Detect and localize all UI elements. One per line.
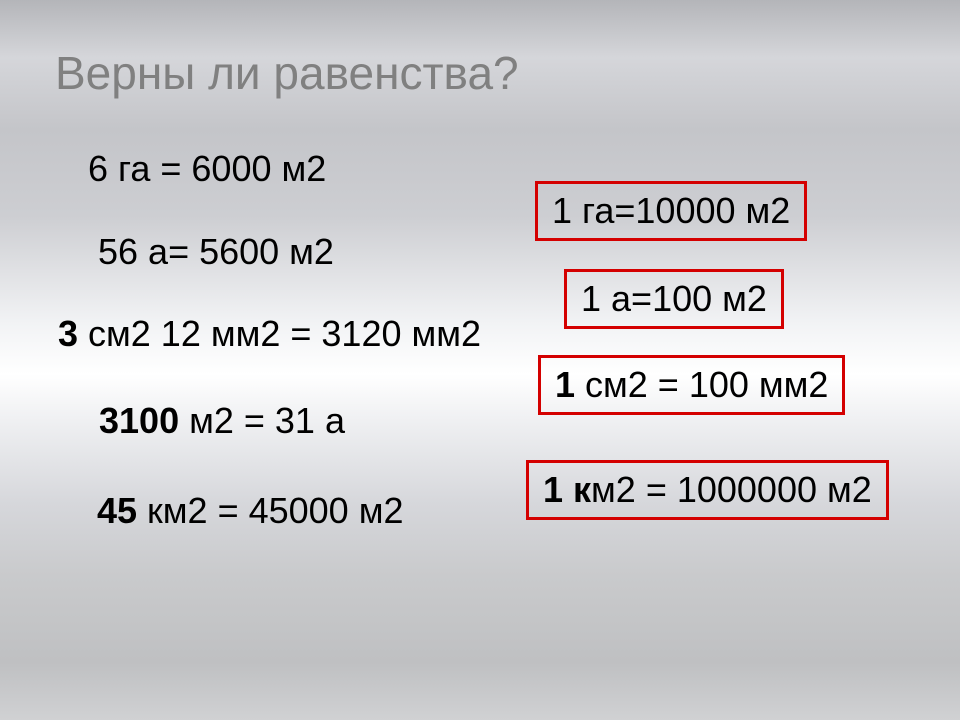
rule-box-1: 1 га=10000 м2 (535, 181, 807, 241)
equation-5-rest: км2 = 45000 м2 (147, 490, 403, 531)
rule-1-text: 1 га=10000 м2 (552, 190, 790, 231)
equation-2-text: 56 а= 5600 м2 (98, 231, 334, 272)
equation-3-lead: 3 (58, 313, 88, 354)
rule-box-3: 1 см2 = 100 мм2 (538, 355, 845, 415)
rule-box-4: 1 км2 = 1000000 м2 (526, 460, 889, 520)
rule-3-rest: см2 = 100 мм2 (585, 364, 828, 405)
equation-3: 3 см2 12 мм2 = 3120 мм2 (58, 313, 481, 355)
equation-2: 56 а= 5600 м2 (98, 231, 334, 273)
equation-4-rest: м2 = 31 а (189, 400, 345, 441)
rule-2-text: 1 а=100 м2 (581, 278, 767, 319)
slide: Верны ли равенства? 6 га = 6000 м2 56 а=… (0, 0, 960, 720)
equation-1: 6 га = 6000 м2 (88, 148, 326, 190)
rule-3-lead: 1 (555, 364, 585, 405)
equation-4-lead: 3100 (99, 400, 189, 441)
equation-5: 45 км2 = 45000 м2 (97, 490, 403, 532)
equation-3-rest: см2 12 мм2 = 3120 мм2 (88, 313, 481, 354)
rule-4-rest: м2 = 1000000 м2 (591, 469, 872, 510)
equation-1-text: 6 га = 6000 м2 (88, 148, 326, 189)
slide-title: Верны ли равенства? (55, 46, 519, 100)
equation-4: 3100 м2 = 31 а (99, 400, 345, 442)
rule-4-lead: 1 к (543, 469, 591, 510)
rule-box-2: 1 а=100 м2 (564, 269, 784, 329)
equation-5-lead: 45 (97, 490, 147, 531)
